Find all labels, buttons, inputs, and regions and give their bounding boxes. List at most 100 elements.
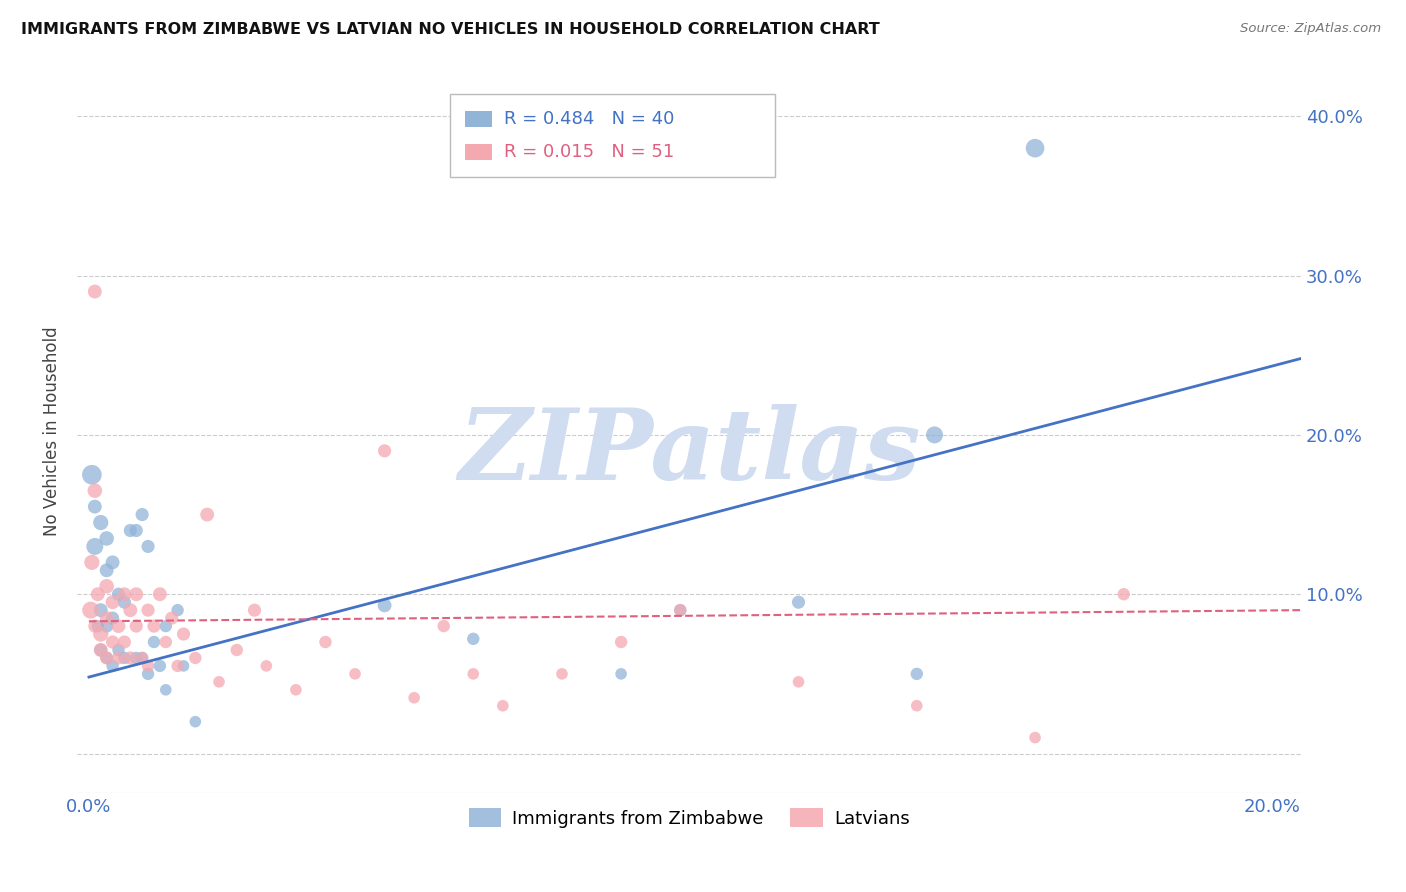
Point [243, 603, 266, 617]
Point [344, 666, 367, 681]
Point [90, 627, 112, 641]
Point [433, 619, 456, 633]
Point [787, 595, 810, 609]
Point [184, 651, 207, 665]
Point [83, 540, 105, 554]
Point [120, 651, 142, 665]
Point [101, 611, 124, 625]
Point [87, 587, 110, 601]
Point [166, 659, 188, 673]
Point [90, 603, 112, 617]
Point [905, 666, 928, 681]
Point [195, 508, 218, 522]
Point [107, 643, 129, 657]
Point [136, 603, 159, 617]
Point [80, 555, 103, 569]
Text: R = 0.015   N = 51: R = 0.015 N = 51 [505, 143, 675, 161]
Point [610, 666, 633, 681]
FancyBboxPatch shape [465, 144, 492, 160]
Point [149, 587, 172, 601]
Point [101, 659, 124, 673]
Point [131, 508, 153, 522]
Point [80, 603, 103, 617]
Point [101, 635, 124, 649]
Point [173, 659, 195, 673]
Point [125, 524, 148, 538]
Point [1024, 731, 1046, 745]
Point [107, 619, 129, 633]
Point [136, 666, 159, 681]
Point [83, 500, 105, 514]
Point [374, 443, 396, 458]
Point [87, 619, 110, 633]
Point [404, 690, 426, 705]
Point [96, 579, 118, 593]
Point [112, 651, 135, 665]
Legend: Immigrants from Zimbabwe, Latvians: Immigrants from Zimbabwe, Latvians [461, 801, 917, 835]
Point [96, 651, 118, 665]
Point [1024, 141, 1046, 155]
FancyBboxPatch shape [465, 112, 492, 128]
Point [83, 285, 105, 299]
Point [101, 595, 124, 609]
Point [125, 587, 148, 601]
Point [136, 659, 159, 673]
Point [83, 483, 105, 498]
Point [155, 619, 177, 633]
Point [107, 651, 129, 665]
Point [96, 532, 118, 546]
FancyBboxPatch shape [450, 94, 775, 178]
Point [125, 651, 148, 665]
Point [314, 635, 336, 649]
Point [112, 587, 135, 601]
Point [787, 674, 810, 689]
Point [131, 651, 153, 665]
Text: R = 0.484   N = 40: R = 0.484 N = 40 [505, 111, 675, 128]
Point [90, 516, 112, 530]
Point [131, 651, 153, 665]
Text: Source: ZipAtlas.com: Source: ZipAtlas.com [1240, 22, 1381, 36]
Point [492, 698, 515, 713]
Point [96, 563, 118, 577]
Y-axis label: No Vehicles in Household: No Vehicles in Household [44, 326, 60, 536]
Point [463, 666, 485, 681]
Point [143, 635, 166, 649]
Point [96, 611, 118, 625]
Point [155, 635, 177, 649]
Point [463, 632, 485, 646]
Point [160, 611, 183, 625]
Point [80, 467, 103, 482]
Point [254, 659, 277, 673]
Point [136, 540, 159, 554]
Point [149, 659, 172, 673]
Point [1112, 587, 1135, 601]
Point [155, 682, 177, 697]
Point [96, 651, 118, 665]
Point [120, 603, 142, 617]
Text: ZIPatlas: ZIPatlas [458, 404, 921, 501]
Point [924, 428, 946, 442]
Point [284, 682, 307, 697]
Point [669, 603, 692, 617]
Point [120, 524, 142, 538]
Point [101, 555, 124, 569]
Point [90, 643, 112, 657]
Point [225, 643, 247, 657]
Point [96, 619, 118, 633]
Point [112, 595, 135, 609]
Point [83, 619, 105, 633]
Point [125, 619, 148, 633]
Point [184, 714, 207, 729]
Point [551, 666, 574, 681]
Point [112, 635, 135, 649]
Point [143, 619, 166, 633]
Text: IMMIGRANTS FROM ZIMBABWE VS LATVIAN NO VEHICLES IN HOUSEHOLD CORRELATION CHART: IMMIGRANTS FROM ZIMBABWE VS LATVIAN NO V… [21, 22, 880, 37]
Point [610, 635, 633, 649]
Point [374, 599, 396, 613]
Point [166, 603, 188, 617]
Point [905, 698, 928, 713]
Point [90, 643, 112, 657]
Point [173, 627, 195, 641]
Point [669, 603, 692, 617]
Point [107, 587, 129, 601]
